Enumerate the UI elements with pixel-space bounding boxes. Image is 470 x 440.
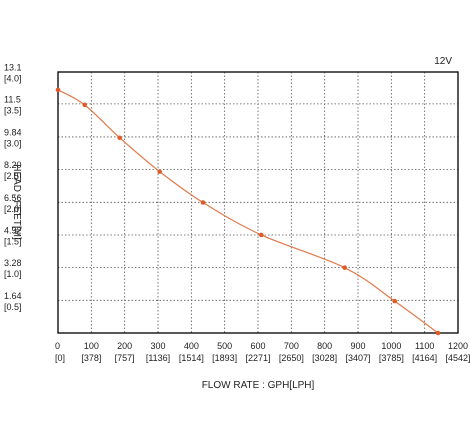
data-point-6 [342, 265, 347, 270]
voltage-annotation: 12V [434, 56, 452, 67]
x-tick-label-5: 500 [217, 341, 232, 351]
x-tick-sublabel-4: [1514] [179, 353, 204, 363]
series-line [57, 89, 439, 334]
x-tick-sublabel-10: [3785] [379, 353, 404, 363]
data-point-5 [259, 232, 264, 238]
y-tick-label-4: 6.56 [4, 193, 22, 203]
y-tick-label-6: 3.28 [4, 258, 22, 268]
x-tick-sublabel-11: [4164] [412, 353, 437, 363]
data-points [55, 87, 441, 336]
y-tick-sublabel-4: [2.0] [4, 204, 22, 214]
data-point-4 [200, 200, 206, 205]
x-tick-sublabel-7: [2650] [279, 353, 304, 363]
y-tick-sublabel-2: [3.0] [4, 138, 22, 148]
x-tick-label-0: 0 [55, 341, 60, 351]
y-tick-label-3: 8.20 [4, 160, 22, 170]
y-tick-label-2: 9.84 [4, 127, 22, 137]
data-point-0 [55, 87, 61, 93]
x-tick-sublabel-9: [3407] [345, 353, 370, 363]
x-axis-ticks: 0 [0] 100 [378] 200 [757] 300 [1136] 400 [1514] 50… [55, 341, 470, 363]
y-tick-sublabel-7: [0.5] [4, 302, 22, 312]
y-tick-label-7: 1.64 [4, 291, 22, 301]
x-tick-sublabel-6: [2271] [245, 353, 270, 363]
x-tick-sublabel-1: [378] [81, 353, 101, 363]
x-tick-label-7: 700 [284, 341, 299, 351]
x-tick-sublabel-0: [0] [55, 353, 65, 363]
y-tick-sublabel-1: [3.5] [4, 105, 22, 115]
data-point-1 [82, 102, 87, 108]
x-tick-label-8: 800 [317, 341, 332, 351]
x-tick-label-9: 900 [350, 341, 365, 351]
x-tick-label-1: 100 [84, 341, 99, 351]
y-tick-label-0: 13.1 [4, 63, 22, 73]
y-axis-ticks: 13.1[4.0] 11.5[3.5] 9.84[3.0] 8.20[2.5] 6.56… [4, 63, 22, 312]
data-point-7 [392, 298, 397, 304]
x-tick-label-6: 600 [250, 341, 265, 351]
data-point-3 [157, 169, 162, 174]
y-tick-label-1: 11.5 [4, 94, 21, 104]
y-tick-label-5: 4.92 [4, 225, 22, 235]
y-tick-sublabel-0: [4.0] [4, 74, 22, 84]
plot-frame [57, 71, 459, 334]
y-axis-label: HEAD : FEET[M] [11, 164, 22, 240]
x-tick-sublabel-3: [1136] [146, 353, 170, 363]
y-tick-sublabel-5: [1.5] [4, 236, 22, 246]
x-tick-sublabel-5: [1893] [212, 353, 237, 363]
x-tick-label-4: 400 [184, 341, 199, 351]
x-tick-label-10: 1000 [381, 341, 401, 351]
y-tick-sublabel-3: [2.5] [4, 171, 22, 181]
x-tick-label-12: 1200 [448, 341, 468, 351]
x-tick-label-11: 1100 [415, 341, 434, 351]
data-point-8 [435, 330, 441, 336]
data-point-2 [117, 135, 122, 141]
x-tick-sublabel-12: [4542] [445, 353, 470, 363]
x-tick-sublabel-2: [757] [115, 353, 135, 363]
x-tick-label-2: 200 [117, 341, 132, 351]
x-axis-label: FLOW RATE : GPH[LPH] [202, 380, 315, 391]
y-tick-sublabel-6: [1.0] [4, 269, 22, 279]
x-tick-label-3: 300 [150, 341, 165, 351]
grid [58, 72, 458, 333]
x-tick-sublabel-8: [3028] [312, 353, 337, 363]
